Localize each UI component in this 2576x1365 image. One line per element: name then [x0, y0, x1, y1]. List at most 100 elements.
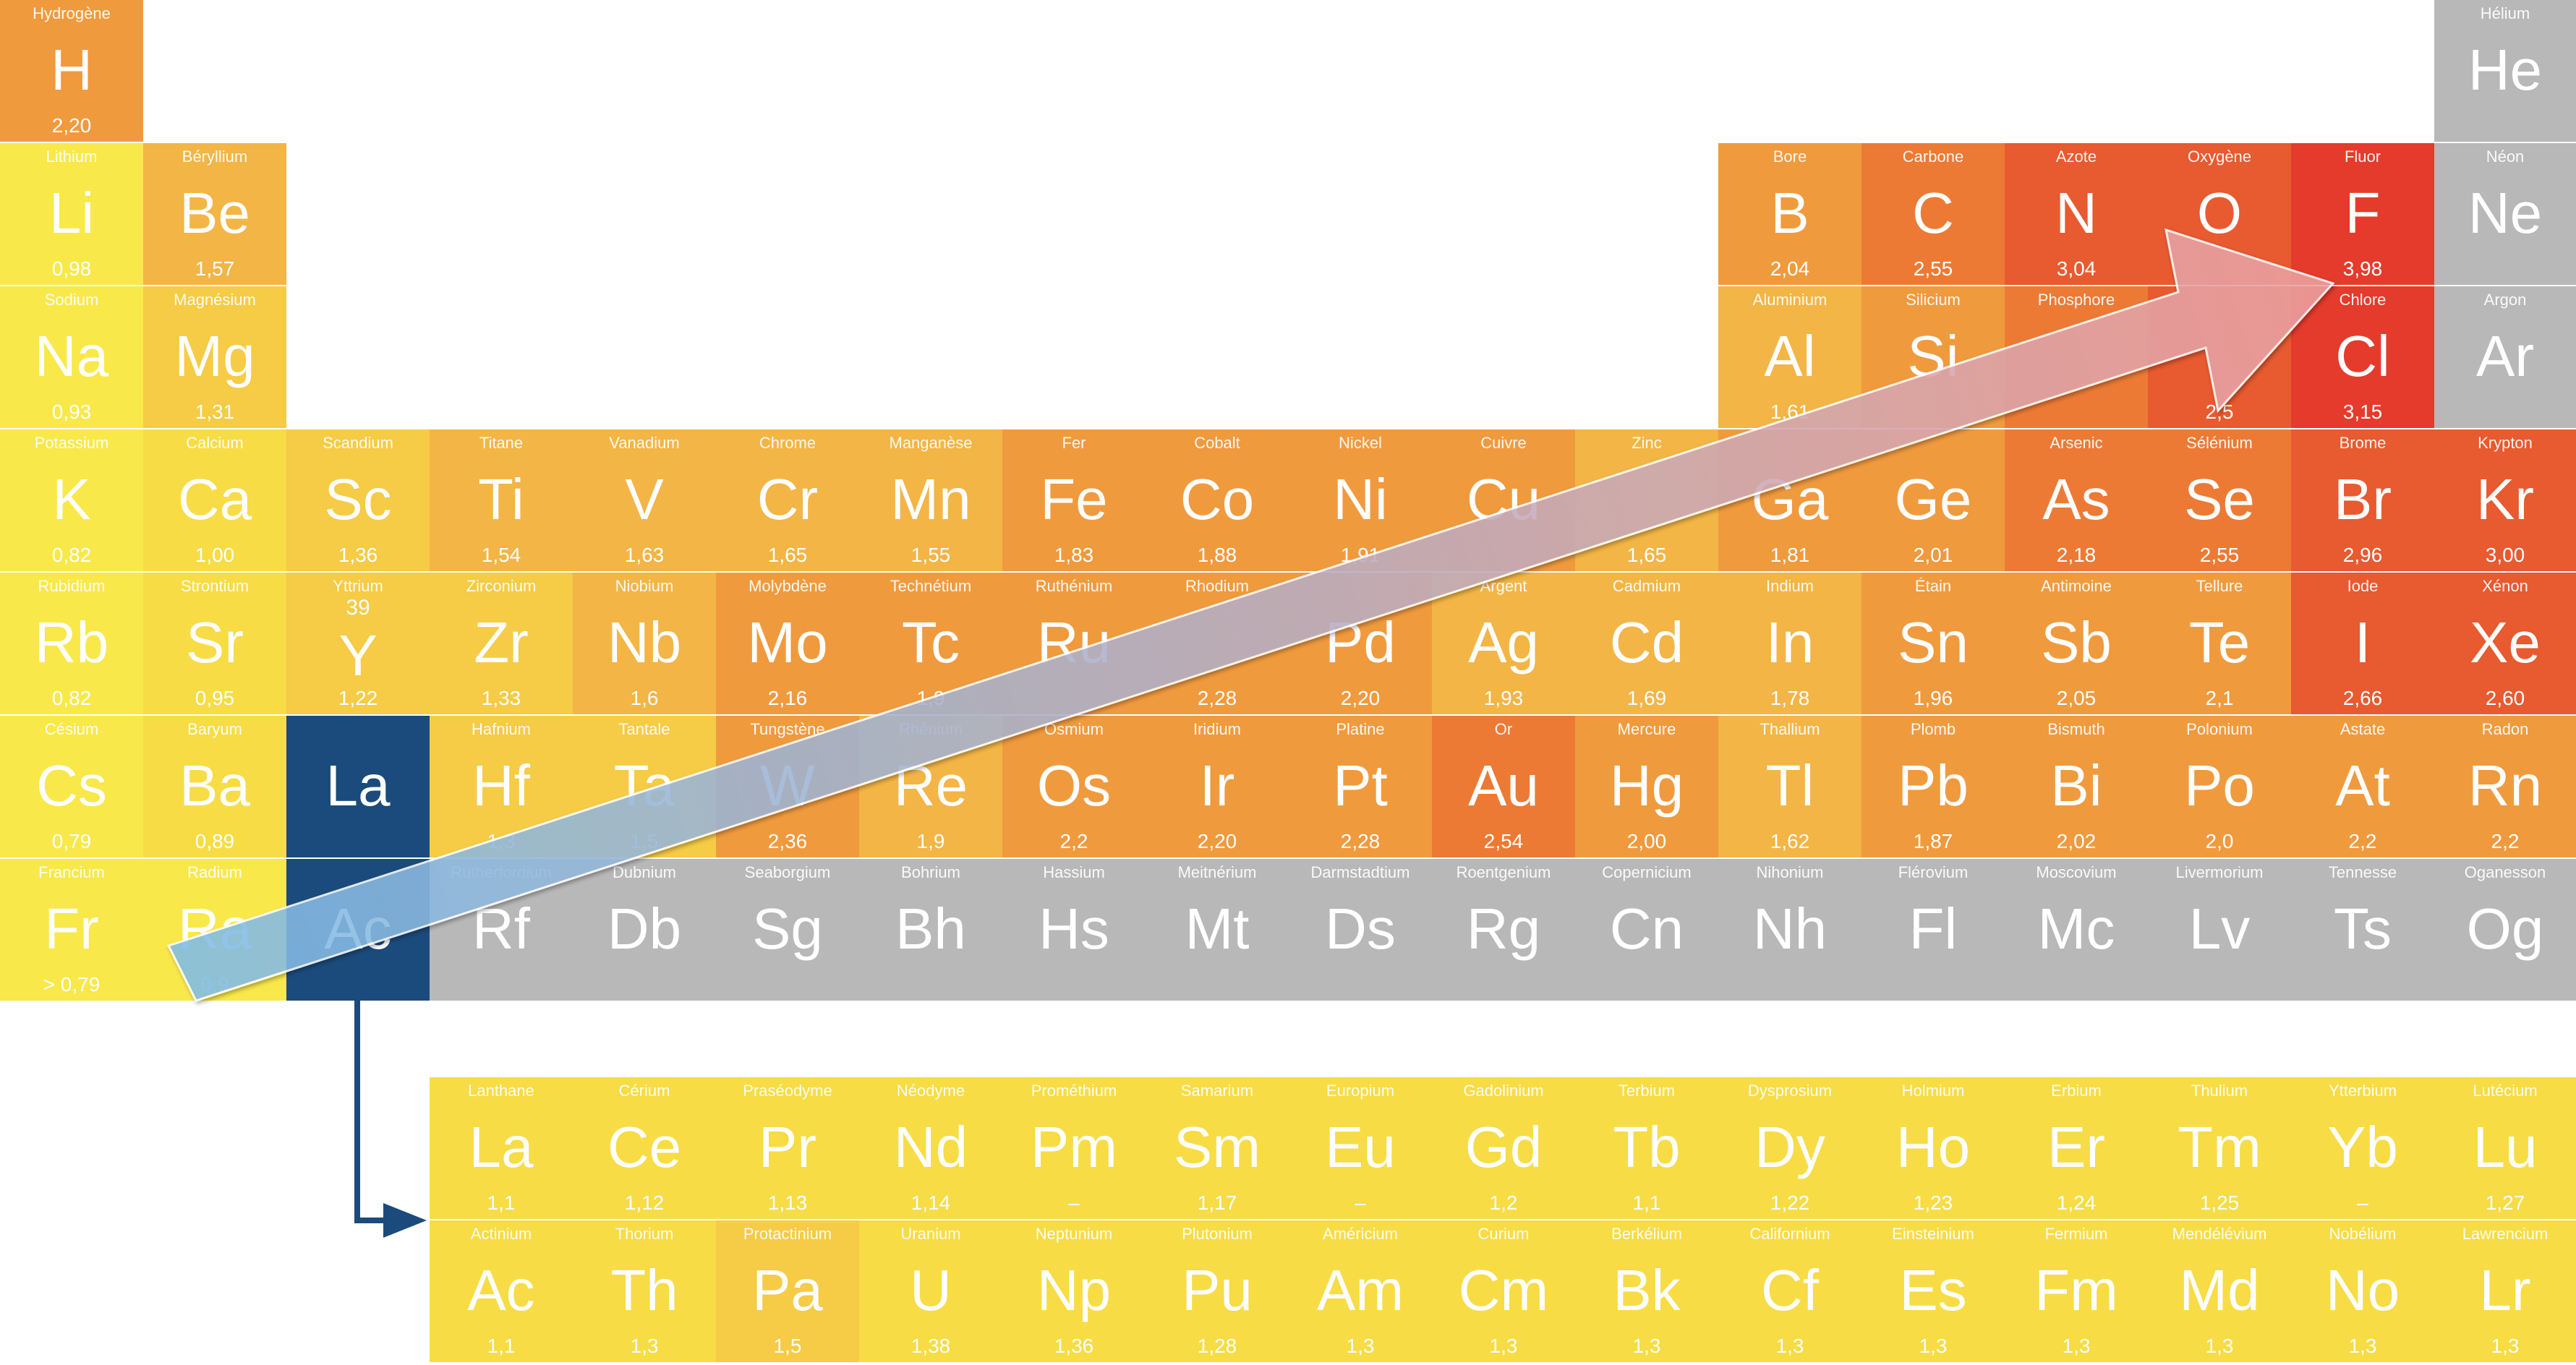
element-electronegativity: 0,79 [51, 830, 92, 852]
element-symbol: Hs [1038, 897, 1109, 961]
element-cell-la-main: La [286, 716, 430, 857]
element-name: Meitnérium [1177, 863, 1257, 881]
element-symbol: Nh [1752, 897, 1827, 961]
element-name: Chlore [2339, 291, 2387, 309]
element-electronegativity: 2,05 [2056, 687, 2097, 709]
element-symbol: Be [179, 181, 250, 245]
element-name: Aluminium [1752, 291, 1827, 309]
element-symbol: Fe [1040, 467, 1108, 531]
element-electronegativity: 1,24 [2056, 1191, 2097, 1214]
element-cell-cs: Césium Cs 0,79 [0, 716, 143, 857]
element-electronegativity: 1,63 [624, 544, 665, 566]
element-symbol: Rb [34, 610, 109, 675]
element-symbol: N [2055, 181, 2097, 245]
element-name: Niobium [615, 577, 674, 595]
element-electronegativity: 1,65 [767, 544, 808, 566]
element-cell-ce: Cérium Ce 1,12 [573, 1077, 716, 1219]
element-electronegativity: 2,16 [767, 687, 808, 709]
element-electronegativity: 1,69 [1626, 687, 1667, 709]
element-symbol: Gd [1464, 1115, 1543, 1179]
element-electronegativity: > 0,79 [43, 973, 101, 996]
element-symbol: As [2042, 467, 2110, 531]
element-symbol: Sg [752, 897, 823, 961]
element-symbol: Nd [893, 1115, 968, 1179]
element-name: Plutonium [1182, 1225, 1253, 1243]
element-symbol: Sc [324, 467, 392, 531]
element-symbol: Te [2188, 610, 2251, 675]
element-electronegativity: 1,1 [487, 1191, 516, 1214]
element-cell-ac: Actinium Ac 1,1 [430, 1220, 573, 1362]
element-name: Francium [38, 863, 105, 881]
element-cell-ne: Néon Ne [2434, 143, 2576, 285]
element-cell-rh: Rhodium 2,28 [1146, 573, 1289, 714]
element-cell-sc: Scandium Sc 1,36 [286, 429, 430, 571]
element-cell-s: 2,5 [2148, 286, 2291, 428]
element-electronegativity: 1,55 [910, 544, 951, 566]
element-cell-sr: Strontium Sr 0,95 [143, 573, 286, 714]
element-symbol: Ho [1895, 1115, 1971, 1179]
element-name: Bohrium [901, 863, 960, 881]
element-symbol: No [2325, 1258, 2400, 1322]
element-cell-w: Tungstène W 2,36 [716, 716, 859, 857]
element-cell-tm: Thulium Tm 1,25 [2148, 1077, 2291, 1219]
element-cell-ag: Argent Ag 1,93 [1432, 573, 1575, 714]
element-symbol: Fm [2034, 1258, 2118, 1322]
element-name: Platine [1336, 720, 1385, 738]
element-symbol: Pb [1898, 753, 1969, 818]
element-symbol: Ru [1036, 610, 1112, 675]
element-cell-rf: Rutherfordium Rf [430, 859, 573, 1001]
element-symbol: Si [1907, 324, 1959, 388]
element-cell-ds: Darmstadtium Ds [1289, 859, 1432, 1001]
element-electronegativity: 1,38 [910, 1335, 951, 1357]
element-name: Praséodyme [743, 1082, 832, 1100]
element-cell-es: Einsteinium Es 1,3 [1861, 1220, 2005, 1362]
element-symbol: Np [1036, 1258, 1112, 1322]
element-electronegativity: 2,96 [2342, 544, 2383, 566]
element-electronegativity: 2,54 [1483, 830, 1524, 852]
element-electronegativity: 3,98 [2342, 257, 2383, 280]
element-symbol: H [51, 38, 93, 102]
element-symbol: Y [338, 623, 378, 688]
element-name: Prométhium [1031, 1082, 1117, 1100]
element-cell-in: Indium In 1,78 [1718, 573, 1861, 714]
element-symbol: Al [1764, 324, 1816, 388]
element-electronegativity: 1,28 [1197, 1335, 1237, 1357]
element-cell-mn: Manganèse Mn 1,55 [859, 429, 1002, 571]
element-cell-i: Iode I 2,66 [2291, 573, 2434, 714]
element-cell-ac-main: Ac [286, 859, 430, 1001]
element-name: Europium [1326, 1082, 1395, 1100]
element-electronegativity: 1,3 [630, 1335, 659, 1357]
element-electronegativity: 1,27 [2485, 1191, 2525, 1214]
element-cell-pb: Plomb Pb 1,87 [1861, 716, 2005, 857]
element-electronegativity: 1,91 [1340, 544, 1381, 566]
element-symbol: Es [1899, 1258, 1967, 1322]
element-symbol: Co [1180, 467, 1255, 531]
element-cell-p: Phosphore [2005, 286, 2148, 428]
element-electronegativity: 2,55 [2199, 544, 2240, 566]
element-electronegativity: 1,5 [630, 830, 659, 852]
element-symbol: Li [48, 181, 95, 245]
element-cell-bk: Berkélium Bk 1,3 [1575, 1220, 1718, 1362]
element-name: Thorium [615, 1225, 674, 1243]
element-electronegativity: 1,33 [481, 687, 521, 709]
element-cell-h: Hydrogène H 2,20 [0, 0, 143, 142]
element-symbol: He [2468, 38, 2543, 102]
element-name: Oxygène [2187, 147, 2252, 166]
element-cell-hs: Hassium Hs [1002, 859, 1146, 1001]
element-name: Dysprosium [1747, 1082, 1833, 1100]
element-cell-ra: Radium Ra 0,9 [143, 859, 286, 1001]
element-symbol: Sr [186, 610, 244, 675]
element-electronegativity: 2,5 [2205, 401, 2234, 423]
element-cell-v: Vanadium V 1,63 [573, 429, 716, 571]
element-electronegativity: – [1068, 1191, 1080, 1214]
element-name: Holmium [1901, 1082, 1965, 1100]
element-electronegativity: 1,1 [1632, 1191, 1661, 1214]
element-cell-ca: Calcium Ca 1,00 [143, 429, 286, 571]
element-name: Californium [1749, 1225, 1830, 1243]
element-name: Fermium [2044, 1225, 2108, 1243]
element-name: Arsenic [2050, 434, 2103, 452]
element-cell-nd: Néodyme Nd 1,14 [859, 1077, 1002, 1219]
element-symbol: Db [607, 897, 682, 961]
element-symbol: Ni [1333, 467, 1388, 531]
